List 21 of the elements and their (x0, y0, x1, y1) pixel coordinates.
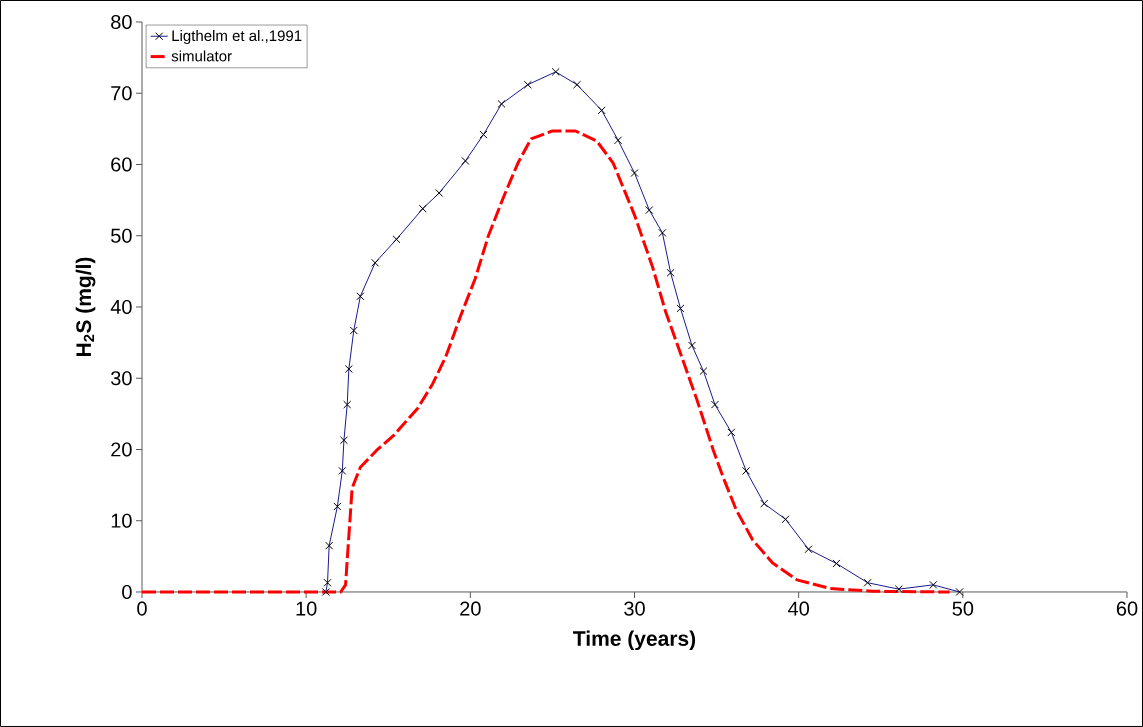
x-tick-label: 20 (460, 601, 481, 616)
x-axis-title: Time (years) (573, 630, 696, 651)
legend-label: Ligthelm et al.,1991 (172, 30, 302, 45)
y-tick-label: 30 (111, 371, 132, 386)
y-tick-label: 0 (122, 584, 132, 600)
legend-label: simulator (171, 50, 232, 62)
x-tick-label: 10 (296, 601, 317, 616)
y-tick-label: 60 (111, 157, 132, 172)
x-tick-label: 40 (788, 601, 809, 616)
x-tick-label: 30 (624, 601, 645, 616)
x-tick-label: 60 (1116, 601, 1138, 616)
y-tick-label: 50 (111, 228, 132, 243)
x-tick-label: 0 (137, 601, 147, 616)
x-tick-label: 50 (952, 601, 974, 616)
y-tick-label: 40 (110, 299, 132, 315)
line-series (140, 129, 952, 594)
y-tick-label: 70 (111, 86, 132, 101)
y-tick-label: 20 (111, 442, 132, 457)
y-tick-label: 10 (111, 513, 132, 528)
y-tick-label: 80 (111, 14, 132, 30)
text: H$_{2}$S (mg/l) (75, 257, 96, 356)
